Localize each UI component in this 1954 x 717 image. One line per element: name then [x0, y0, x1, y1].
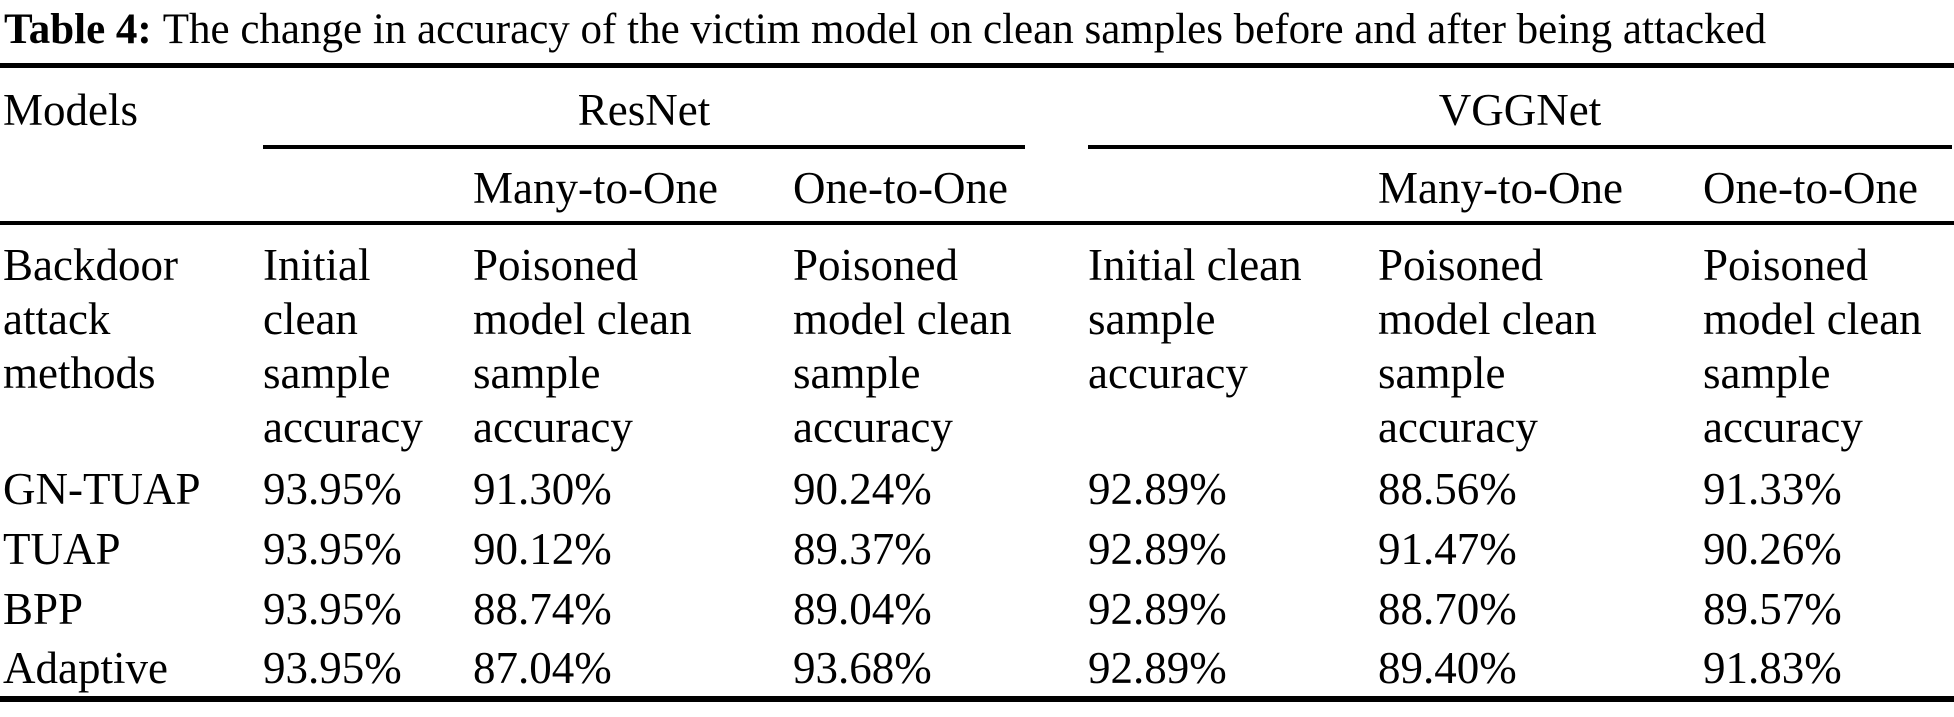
method-label: BPP — [3, 584, 84, 634]
cell-value: 90.26% — [1703, 524, 1842, 574]
subheader-vggnet-one-to-one: One-to-One — [1700, 149, 1954, 225]
colheader-resnet-one-poisoned-accuracy: Poisoned model clean sample accuracy — [793, 240, 1012, 452]
cell-value: 89.04% — [793, 584, 932, 634]
subheader-resnet-many-to-one: Many-to-One — [470, 149, 790, 225]
cell-value: 90.12% — [473, 524, 612, 574]
group-header-row: Models ResNet VGGNet — [0, 66, 1954, 149]
subheader-row: Many-to-One One-to-One Many-to-One One-t… — [0, 149, 1954, 225]
table-row-adaptive: Adaptive 93.95% 87.04% 93.68% 92.89% 89.… — [0, 639, 1954, 702]
group-cell-resnet: ResNet — [260, 66, 1085, 149]
cell-value: 92.89% — [1088, 464, 1227, 514]
method-label: TUAP — [3, 524, 121, 574]
cell-value: 91.47% — [1378, 524, 1517, 574]
models-header-cell: Models — [3, 85, 138, 135]
colheader-vggnet-many-poisoned-accuracy: Poisoned model clean sample accuracy — [1378, 240, 1597, 452]
colheader-vggnet-initial-clean-accuracy: Initial clean sample accuracy — [1088, 240, 1302, 398]
vggnet-group-underline: VGGNet — [1088, 84, 1953, 149]
method-label: GN-TUAP — [3, 464, 201, 514]
cell-value: 88.70% — [1378, 584, 1517, 634]
cell-value: 93.95% — [263, 584, 402, 634]
colheader-resnet-initial-clean-accuracy: Initial clean sample accuracy — [263, 240, 423, 452]
group-cell-vggnet: VGGNet — [1085, 66, 1954, 149]
subheader-empty-1 — [0, 149, 260, 225]
cell-value: 88.56% — [1378, 464, 1517, 514]
colheader-vggnet-one-poisoned-accuracy: Poisoned model clean sample accuracy — [1703, 240, 1922, 452]
subheader-empty-3 — [1085, 149, 1376, 225]
subheader-vggnet-many-to-one: Many-to-One — [1375, 149, 1701, 225]
cell-value: 91.83% — [1700, 639, 1954, 702]
cell-value: 93.68% — [790, 639, 1086, 702]
cell-value: 89.57% — [1703, 584, 1842, 634]
subheader-resnet-one-to-one: One-to-One — [790, 149, 1086, 225]
table-caption-label: Table 4: — [4, 6, 152, 53]
cell-value: 93.95% — [263, 524, 402, 574]
cell-value: 93.95% — [263, 464, 402, 514]
cell-value: 92.89% — [1088, 584, 1227, 634]
results-table: Models ResNet VGGNet Many-to-One One-to-… — [0, 63, 1954, 702]
group-label-resnet: ResNet — [577, 85, 711, 135]
cell-value: 90.24% — [793, 464, 932, 514]
colheader-backdoor-attack-methods: Backdoor attack methods — [3, 240, 178, 398]
cell-value: 91.33% — [1703, 464, 1842, 514]
cell-value: 92.89% — [1088, 524, 1227, 574]
method-label: Adaptive — [0, 639, 260, 702]
table-row-bpp: BPP 93.95% 88.74% 89.04% 92.89% 88.70% 8… — [0, 579, 1954, 639]
cell-value: 93.95% — [260, 639, 470, 702]
cell-value: 89.40% — [1375, 639, 1701, 702]
cell-value: 92.89% — [1085, 639, 1376, 702]
table-caption: Table 4: The change in accuracy of the vi… — [0, 0, 1954, 63]
cell-value: 88.74% — [473, 584, 612, 634]
colheader-resnet-many-poisoned-accuracy: Poisoned model clean sample accuracy — [473, 240, 692, 452]
cell-value: 89.37% — [793, 524, 932, 574]
resnet-group-underline: ResNet — [263, 84, 1026, 149]
cell-value: 91.30% — [473, 464, 612, 514]
group-label-vggnet: VGGNet — [1438, 85, 1602, 135]
column-header-row: Backdoor attack methods Initial clean sa… — [0, 223, 1954, 459]
table-caption-text: The change in accuracy of the victim mod… — [162, 6, 1767, 53]
table-row-tuap: TUAP 93.95% 90.12% 89.37% 92.89% 91.47% … — [0, 519, 1954, 579]
subheader-empty-2 — [260, 149, 470, 225]
table-row-gn-tuap: GN-TUAP 93.95% 91.30% 90.24% 92.89% 88.5… — [0, 459, 1954, 519]
cell-value: 87.04% — [470, 639, 790, 702]
